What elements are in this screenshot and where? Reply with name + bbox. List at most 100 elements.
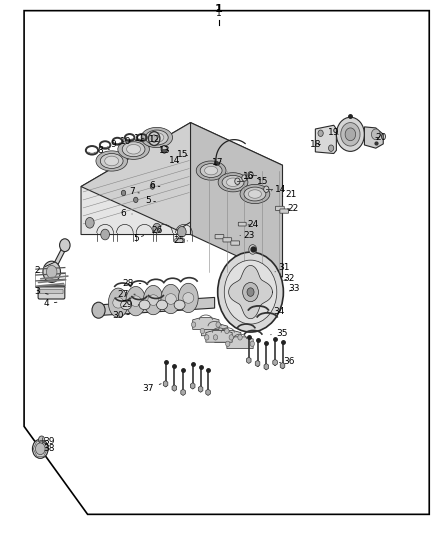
Text: 39: 39 (43, 437, 55, 446)
Text: 36: 36 (279, 357, 295, 366)
Text: 35: 35 (271, 329, 288, 337)
Circle shape (32, 439, 48, 458)
Circle shape (238, 335, 242, 340)
Text: 16: 16 (243, 173, 254, 181)
Ellipse shape (100, 154, 123, 168)
Circle shape (92, 302, 105, 318)
Polygon shape (315, 125, 336, 154)
Ellipse shape (200, 164, 222, 177)
FancyBboxPatch shape (276, 206, 284, 211)
Text: 19: 19 (328, 128, 339, 136)
Text: 3: 3 (34, 287, 48, 296)
Polygon shape (206, 330, 232, 342)
Circle shape (177, 227, 186, 237)
Polygon shape (227, 337, 253, 349)
Ellipse shape (145, 130, 168, 145)
Circle shape (242, 175, 247, 181)
Circle shape (191, 322, 196, 327)
Circle shape (153, 223, 161, 233)
Text: 23: 23 (240, 231, 254, 240)
Text: 17: 17 (212, 158, 224, 167)
Circle shape (225, 328, 229, 334)
Ellipse shape (122, 142, 145, 157)
Text: 1: 1 (215, 4, 223, 14)
FancyBboxPatch shape (215, 235, 224, 239)
Circle shape (250, 341, 254, 346)
Circle shape (60, 239, 70, 252)
Text: 14: 14 (169, 157, 180, 165)
Text: 15: 15 (257, 177, 268, 185)
Circle shape (235, 178, 240, 184)
Text: 37: 37 (142, 384, 161, 392)
FancyBboxPatch shape (231, 241, 240, 245)
Circle shape (336, 117, 364, 151)
FancyBboxPatch shape (280, 209, 289, 213)
Circle shape (35, 443, 45, 455)
Text: 24: 24 (247, 221, 259, 229)
Ellipse shape (157, 300, 167, 310)
Polygon shape (81, 123, 283, 230)
Circle shape (43, 261, 60, 282)
Text: 2: 2 (35, 262, 54, 274)
Text: 6: 6 (149, 181, 160, 190)
Text: 13: 13 (159, 146, 170, 155)
Ellipse shape (143, 286, 163, 314)
Text: 26: 26 (151, 226, 162, 235)
Polygon shape (193, 318, 219, 329)
Circle shape (229, 335, 233, 340)
Ellipse shape (118, 139, 149, 159)
Circle shape (318, 130, 323, 136)
Circle shape (134, 197, 138, 203)
Text: 15: 15 (177, 150, 189, 159)
Text: 4: 4 (43, 300, 57, 308)
Text: 29: 29 (121, 301, 139, 309)
Ellipse shape (161, 285, 180, 313)
Polygon shape (49, 245, 68, 273)
Circle shape (226, 341, 230, 346)
Text: 7: 7 (129, 188, 139, 196)
Text: 12: 12 (148, 135, 160, 144)
Circle shape (248, 172, 253, 178)
Text: 18: 18 (310, 141, 321, 149)
Circle shape (249, 245, 257, 254)
Circle shape (328, 145, 334, 151)
Polygon shape (215, 330, 241, 342)
Polygon shape (99, 297, 215, 316)
Ellipse shape (113, 297, 124, 308)
Ellipse shape (218, 173, 248, 192)
Ellipse shape (226, 178, 240, 187)
Circle shape (148, 132, 160, 146)
FancyBboxPatch shape (238, 222, 246, 226)
Text: 11: 11 (134, 134, 145, 143)
Ellipse shape (179, 284, 198, 312)
Circle shape (200, 328, 205, 334)
Ellipse shape (244, 187, 266, 201)
Text: 22: 22 (287, 205, 298, 213)
Circle shape (161, 146, 167, 153)
Ellipse shape (109, 288, 128, 317)
FancyBboxPatch shape (175, 239, 184, 243)
Text: 6: 6 (120, 209, 132, 217)
Text: 33: 33 (289, 285, 300, 293)
Ellipse shape (105, 156, 119, 166)
Text: 1: 1 (216, 10, 222, 18)
Circle shape (39, 436, 45, 443)
Text: 8: 8 (97, 146, 110, 155)
Polygon shape (81, 123, 191, 235)
Text: 25: 25 (173, 237, 187, 245)
Polygon shape (24, 11, 429, 514)
Ellipse shape (126, 287, 145, 316)
Ellipse shape (248, 190, 261, 198)
Text: 31: 31 (275, 263, 290, 272)
Circle shape (216, 322, 220, 327)
Polygon shape (201, 324, 228, 336)
Text: 14: 14 (272, 185, 286, 193)
Ellipse shape (166, 294, 176, 304)
Text: 5: 5 (145, 197, 155, 205)
Ellipse shape (120, 300, 131, 310)
Text: 28: 28 (122, 279, 141, 288)
FancyBboxPatch shape (40, 289, 63, 294)
Text: 21: 21 (283, 190, 297, 199)
Text: 10: 10 (120, 137, 132, 146)
Circle shape (85, 217, 94, 228)
